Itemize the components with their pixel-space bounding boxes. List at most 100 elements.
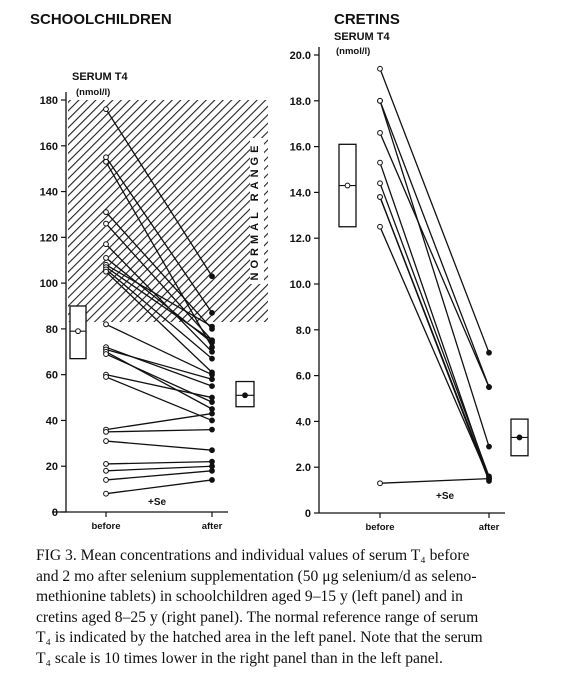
left-mean-box-after [235,380,255,408]
pair-line [105,412,213,431]
before-point [103,428,109,435]
figure-caption: FIG 3. Mean concentrations and individua… [36,546,556,669]
after-point [486,443,492,450]
after-point [209,383,215,390]
pair-line [379,183,490,477]
left-individual-values [103,106,215,497]
pair-line [379,226,490,479]
before-point [377,159,383,166]
mean-point [75,328,81,335]
caption-line: cretins aged 8–25 y (right panel). The n… [36,608,479,626]
after-point [209,337,215,344]
y-tick-label: 40 [46,415,58,427]
after-point [209,417,215,424]
y-tick-label: 14.0 [290,187,311,199]
after-point [209,348,215,355]
pair-line [105,465,213,472]
pair-line [105,243,213,353]
after-point [486,384,492,390]
before-point [103,490,109,497]
y-tick-label: 80 [46,324,58,336]
right-y-ticks: 0 2.0 4.0 6.0 8.0 10.0 12.0 14.0 16.0 18.0 20.0 [290,50,319,520]
right-mean-box-before [338,143,357,228]
caption-line: T₄ is indicated by the hatched area in t… [36,629,483,646]
left-panel: SCHOOLCHILDREN SERUM T4 (nmol/l) NORMAL … [30,11,268,532]
y-tick-label: 0 [305,508,311,520]
before-point [103,241,109,248]
before-point [103,106,109,113]
after-point [209,410,215,417]
y-tick-label: 12.0 [290,233,311,245]
before-point [103,467,109,474]
normal-range-label: NORMAL RANGE [249,142,261,281]
caption-line: methionine tablets) in schoolchildren ag… [36,588,463,605]
y-tick-label: 180 [40,95,58,107]
normal-range-label-background [250,138,264,285]
pair-line [105,266,213,341]
after-point [209,355,215,362]
before-point [103,158,109,165]
left-panel-title: SCHOOLCHILDREN [30,11,172,28]
pair-line [105,223,213,341]
x-tick-label: before [91,521,120,532]
left-y-axis-label: SERUM T4 [72,71,129,83]
caption-line: FIG 3. Mean concentrations and individua… [36,547,470,564]
pair-line [105,348,213,380]
left-mean-box-before [69,305,87,360]
after-point [209,467,215,474]
y-tick-label: 16.0 [290,142,311,154]
y-tick-label: 160 [40,141,58,153]
before-point [103,374,109,380]
before-point [103,220,109,227]
mean-point [516,434,523,441]
y-tick-label: 60 [46,370,58,382]
right-mean-box-after [510,418,529,457]
pair-line [105,323,213,376]
pair-line [105,268,213,360]
pair-line [105,470,213,481]
y-tick-label: 20.0 [290,50,311,62]
pair-line [105,346,213,387]
pair-line [105,428,213,433]
pair-line [379,68,490,353]
right-treatment-label: +Se [436,491,455,502]
x-tick-label: after [479,522,500,533]
y-tick-label: 0 [52,507,58,519]
pair-line [105,108,213,277]
pair-line [379,100,490,388]
before-point [103,255,109,261]
y-tick-label: 10.0 [290,279,311,291]
after-point [209,447,215,454]
pair-line [105,351,213,410]
before-point [103,209,109,216]
before-point [377,97,383,104]
right-x-ticks: before after [365,513,500,533]
y-tick-label: 8.0 [296,325,311,337]
before-point [377,194,383,200]
left-y-axis-unit: (nmol/l) [76,87,110,98]
right-y-axis-unit: (nmol/l) [336,46,370,57]
pair-line [379,100,490,447]
right-y-axis-label: SERUM T4 [334,31,391,43]
y-tick-label: 100 [40,278,58,290]
left-x-ticks: before after [91,512,223,532]
before-point [377,129,383,136]
after-point [209,273,215,280]
after-point [486,349,492,356]
y-tick-label: 120 [40,232,58,244]
before-point [103,321,109,328]
y-tick-label: 4.0 [296,416,311,428]
after-point [209,426,215,433]
mean-point [242,392,248,399]
left-treatment-label: +Se [148,497,167,508]
after-point [209,394,215,401]
pair-line [379,196,490,479]
pair-line [105,479,213,495]
after-point [209,323,215,330]
before-point [103,438,109,444]
after-point [209,309,215,316]
y-tick-label: 18.0 [290,96,311,108]
pair-line [105,374,213,399]
before-point [103,268,109,275]
